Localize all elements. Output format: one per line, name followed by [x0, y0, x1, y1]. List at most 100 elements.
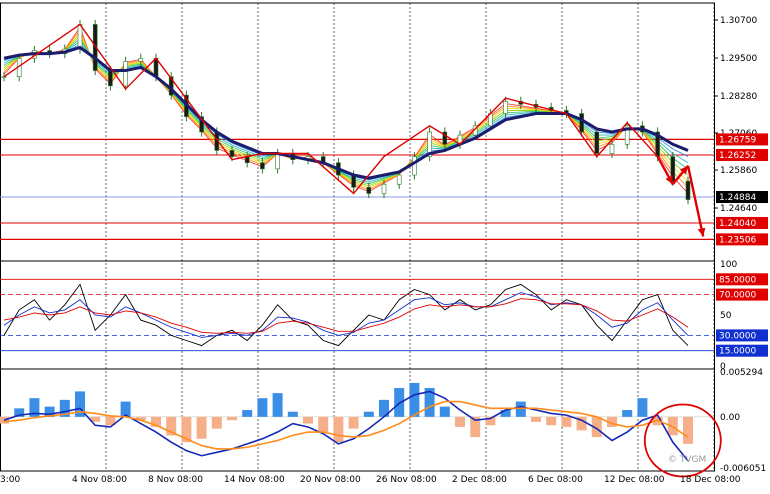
osc-level-badge: [716, 329, 768, 342]
time-axis-label: 2 Dec 08:00: [452, 475, 507, 485]
price-level-badge: [716, 233, 768, 246]
time-axis-label: 12 Dec 08:00: [604, 475, 665, 485]
oscillator-panel: [0, 278, 714, 352]
price-tick-label: 1.28280: [720, 92, 757, 102]
macd-tick-label: -0.006051: [720, 464, 766, 474]
macd-histogram-bar: [135, 416, 146, 421]
osc-level-label: 15.0000: [719, 347, 756, 357]
macd-histogram-bar: [257, 398, 268, 417]
candle-body: [594, 131, 600, 154]
macd-histogram-bar: [105, 416, 116, 426]
forecast-arrow-line: [686, 165, 705, 237]
time-axis-label: 3:00: [0, 475, 20, 485]
macd-histogram-bar: [75, 391, 85, 417]
slow-ma-line: [3, 45, 689, 180]
macd-histogram-bar: [318, 416, 329, 433]
candle-body: [579, 113, 584, 133]
macd-line: [3, 400, 689, 450]
macd-histogram-bar: [29, 398, 40, 417]
macd-panel: [0, 382, 722, 478]
macd-histogram-bar: [227, 416, 237, 421]
price-tick-label: 1.29500: [720, 54, 757, 64]
time-axis-label: 8 Nov 08:00: [148, 475, 203, 485]
macd-histogram-bar: [333, 416, 344, 443]
grid-layer: [105, 3, 715, 471]
macd-histogram-bar: [546, 416, 557, 426]
macd-histogram-bar: [272, 393, 283, 417]
macd-histogram-bar: [470, 416, 481, 438]
ma-ribbon-line: [3, 44, 689, 181]
osc-level-label: 70.0000: [719, 291, 756, 301]
candle-body: [108, 70, 113, 87]
osc-level-label: 30.0000: [719, 331, 756, 341]
macd-histogram-bar: [120, 401, 131, 417]
macd-histogram-bar: [424, 388, 435, 417]
macd-histogram-bar: [287, 411, 298, 417]
price-level-badge: [716, 148, 768, 161]
macd-histogram-bar: [607, 416, 617, 427]
price-level-label: 1.26759: [719, 135, 756, 145]
candle-body: [412, 156, 417, 176]
oscillator-line: [3, 283, 689, 347]
macd-histogram-bar: [363, 411, 374, 417]
macd-histogram-bar: [576, 416, 587, 431]
macd-histogram-bar: [166, 416, 177, 436]
price-level-label: 1.26252: [719, 151, 756, 161]
ma-ribbon-line: [3, 35, 689, 187]
ma-ribbon-line: [3, 32, 689, 189]
watermark-text: © TVGM: [668, 455, 706, 465]
time-axis-label: 14 Nov 08:00: [224, 475, 285, 485]
candle-body: [685, 180, 691, 200]
candle-body: [442, 131, 448, 145]
macd-histogram-bar: [485, 416, 496, 426]
price-level-label: 1.23506: [719, 235, 756, 245]
highlight-circle: [643, 403, 722, 478]
macd-histogram-bar: [622, 410, 633, 417]
ma-ribbon-line: [3, 26, 689, 194]
candle-body: [351, 174, 356, 188]
macd-histogram-bar: [515, 401, 526, 417]
candle-body: [609, 143, 615, 154]
ma-ribbon-line: [3, 38, 689, 185]
price-tick-label: 1.30700: [720, 16, 757, 26]
price-panel: [0, 19, 714, 241]
macd-histogram-bar: [303, 416, 313, 424]
osc-tick-label: 0: [720, 362, 726, 372]
forecast-arrow-head: [679, 165, 688, 175]
price-level-badge: [716, 216, 768, 229]
macd-histogram-bar: [591, 416, 602, 438]
price-level-badge: [716, 191, 768, 204]
time-axis-label: 26 Nov 08:00: [376, 475, 437, 485]
candle-body: [366, 187, 372, 194]
macd-tick-label: 0.005294: [720, 368, 763, 378]
osc-level-label: 85.0000: [719, 275, 756, 285]
candle-body: [503, 100, 508, 114]
osc-level-badge: [716, 288, 768, 301]
osc-tick-label: 100: [720, 260, 737, 270]
price-level-label: 1.24040: [719, 219, 756, 229]
ma-ribbon-line: [3, 29, 689, 191]
forecast-arrow-head: [665, 175, 673, 185]
oscillator-line: [3, 298, 689, 334]
candle-body: [92, 24, 98, 71]
candle-body: [199, 116, 204, 133]
time-axis-label: 6 Dec 08:00: [528, 475, 583, 485]
macd-histogram-bar: [242, 410, 253, 417]
macd-histogram-bar: [379, 399, 389, 417]
time-axis-label: 18 Dec 08:00: [680, 475, 741, 485]
candle-body: [670, 156, 676, 182]
macd-histogram-bar: [637, 398, 648, 417]
time-axis-label: 4 Nov 08:00: [72, 475, 127, 485]
candle-body: [427, 131, 432, 157]
candle-body: [396, 174, 402, 185]
candle-body: [1, 76, 7, 78]
price-tick-label: 1.24640: [720, 204, 757, 214]
oscillator-line: [3, 292, 689, 338]
macd-histogram-bar: [59, 399, 70, 417]
macd-histogram-bar: [439, 406, 450, 417]
macd-histogram-bar: [683, 416, 693, 444]
osc-level-badge: [716, 273, 768, 286]
macd-line: [3, 390, 689, 462]
candle-body: [381, 183, 387, 194]
